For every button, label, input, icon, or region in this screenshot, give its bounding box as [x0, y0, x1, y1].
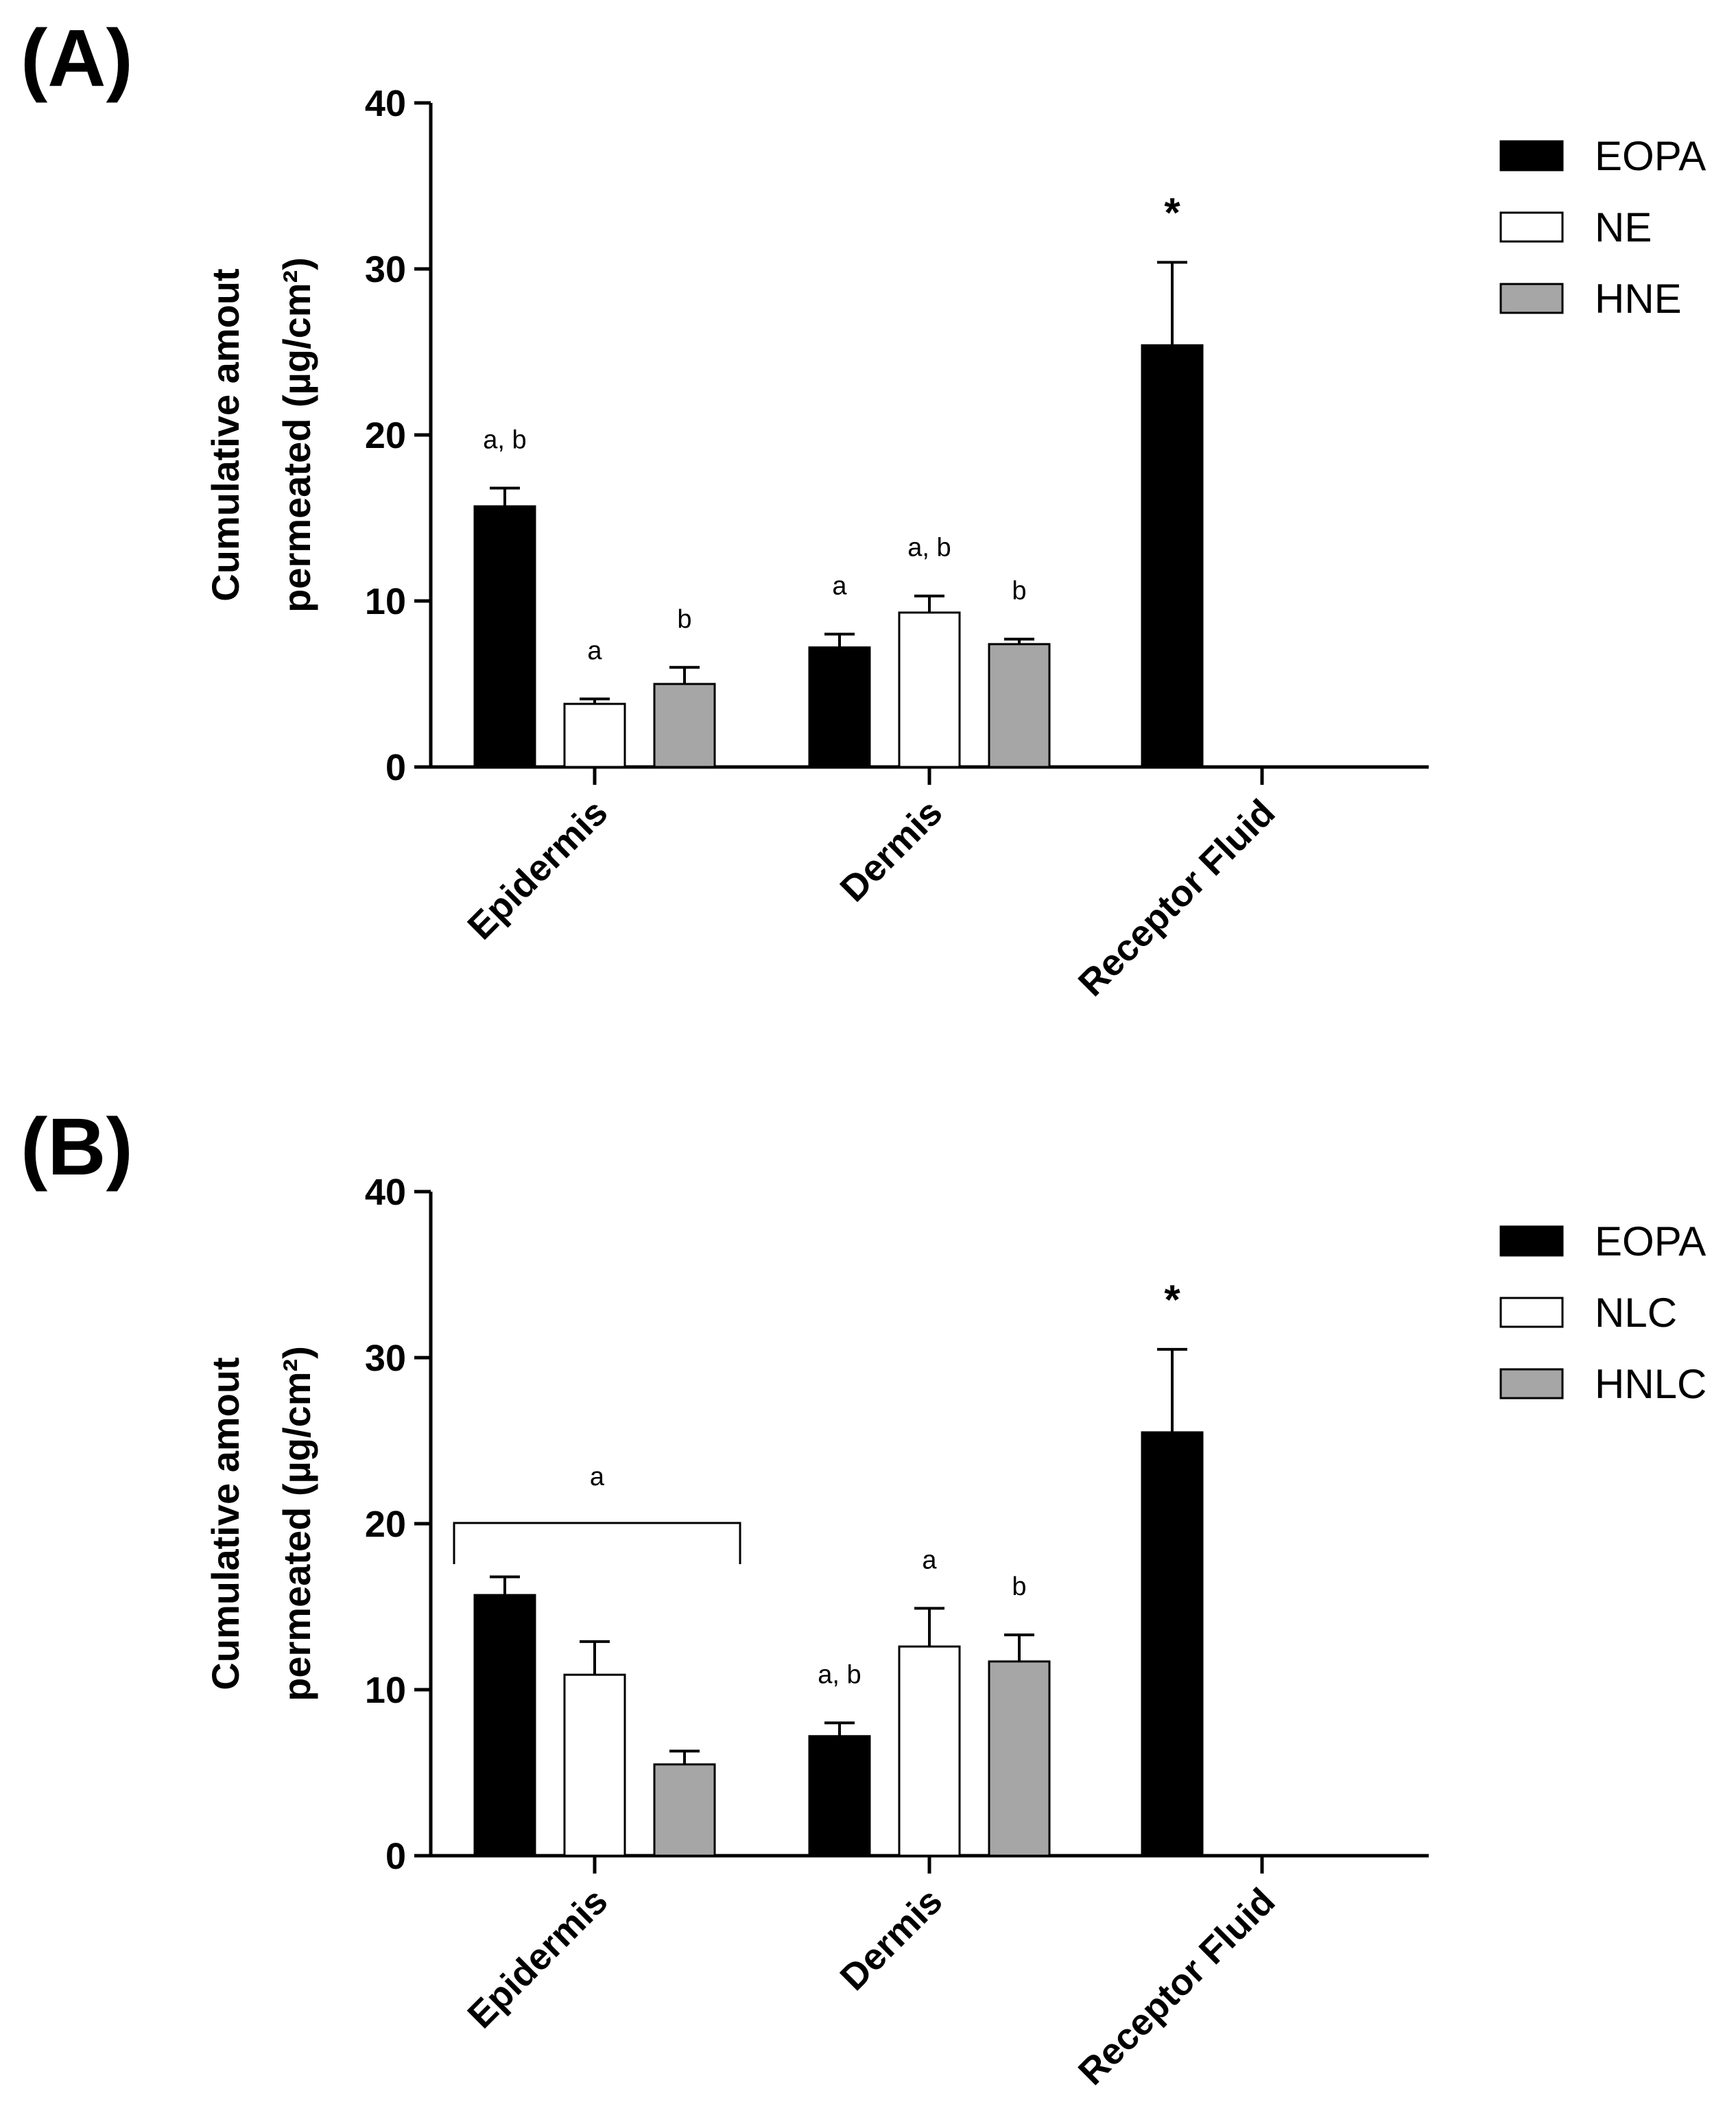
bar	[988, 643, 1051, 768]
y-axis-label: permeated (µg/cm²)	[275, 1346, 318, 1701]
bar	[563, 702, 626, 768]
legend-swatch	[1499, 1297, 1564, 1328]
y-tick-label: 30	[365, 249, 406, 290]
legend-swatch	[1499, 1225, 1564, 1257]
significance-label: b	[1012, 1572, 1026, 1601]
bar	[808, 1735, 871, 1857]
chart-panel-a: (A) Cumulative amout permeated (µg/cm²) 0 10…	[21, 13, 1706, 1004]
bar	[473, 1594, 536, 1857]
legend-label: HNLC	[1595, 1361, 1707, 1407]
chart-panel-b: (B) Cumulative amout permeated (µg/cm²) 0 10…	[21, 1102, 1707, 2093]
y-tick-label: 10	[365, 581, 406, 622]
legend-label: EOPA	[1595, 133, 1706, 179]
legend-label: EOPA	[1595, 1218, 1706, 1264]
bar	[808, 646, 871, 768]
significance-label: a, b	[818, 1660, 861, 1689]
y-tick-label: 0	[385, 747, 406, 788]
y-axis-label: Cumulative amout	[204, 268, 247, 601]
y-tick-label: 20	[365, 1504, 406, 1545]
y-tick-label: 40	[365, 83, 406, 124]
bar	[653, 683, 716, 768]
legend-label: NE	[1595, 204, 1652, 250]
bar	[473, 505, 536, 768]
significance-label: a	[922, 1546, 937, 1574]
significance-label: *	[1164, 189, 1180, 235]
y-tick-label: 20	[365, 415, 406, 456]
x-tick-label: Dermis	[833, 1880, 951, 1998]
legend: EOPA NE HNE	[1499, 133, 1706, 322]
y-axis-label: Cumulative amout	[204, 1357, 247, 1690]
panel-label: (A)	[21, 13, 133, 104]
y-tick-label: 0	[385, 1836, 406, 1877]
bar	[898, 1645, 961, 1857]
legend-label: NLC	[1595, 1290, 1677, 1336]
x-tick-label: Epidermis	[460, 1880, 615, 2036]
significance-label: a	[590, 1463, 605, 1491]
y-tick-label: 40	[365, 1172, 406, 1213]
panel-label: (B)	[21, 1102, 133, 1192]
significance-label: b	[677, 605, 691, 634]
significance-label: a	[832, 571, 847, 600]
bar	[1141, 1431, 1204, 1857]
legend-swatch	[1499, 283, 1564, 314]
y-tick-label: 30	[365, 1338, 406, 1379]
significance-label: a, b	[483, 425, 526, 454]
bar	[653, 1763, 716, 1857]
x-tick-label: Receptor Fluid	[1071, 1880, 1283, 2093]
legend-label: HNE	[1595, 276, 1682, 322]
significance-label: a, b	[907, 534, 951, 563]
significance-label: b	[1012, 577, 1026, 606]
bracket	[453, 1522, 741, 1564]
legend-swatch	[1499, 1368, 1564, 1399]
bar	[563, 1673, 626, 1857]
x-tick-label: Dermis	[833, 792, 951, 910]
bar	[988, 1660, 1051, 1857]
legend-swatch	[1499, 211, 1564, 243]
x-tick-label: Epidermis	[460, 792, 615, 947]
legend-swatch	[1499, 140, 1564, 172]
y-axis-label: permeated (µg/cm²)	[275, 257, 318, 613]
bar	[898, 611, 961, 768]
bar	[1141, 344, 1204, 768]
significance-label: *	[1164, 1277, 1180, 1323]
significance-label: a	[587, 637, 602, 665]
legend: EOPA NLC HNLC	[1499, 1218, 1707, 1407]
y-tick-label: 10	[365, 1670, 406, 1711]
x-tick-label: Receptor Fluid	[1071, 792, 1283, 1004]
